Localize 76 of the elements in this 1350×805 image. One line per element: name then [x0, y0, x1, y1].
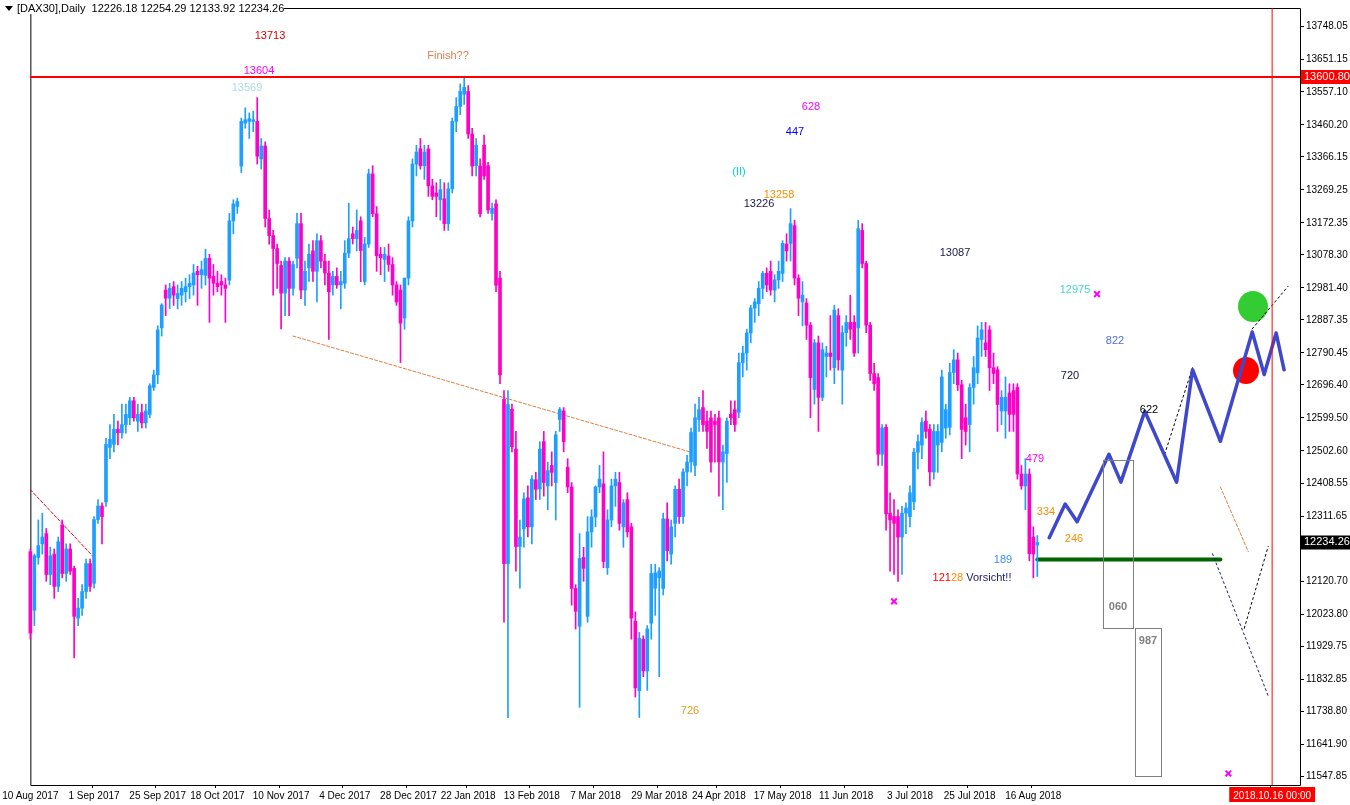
annotation: 447 — [785, 125, 805, 138]
x-tick-label: 28 Dec 2017 — [380, 789, 438, 801]
y-tick-label: 12408.55 — [1306, 476, 1349, 488]
x-tick-label: 25 Jul 2018 — [943, 789, 996, 801]
x-tick-label: 16 Aug 2018 — [1005, 789, 1062, 801]
x-tick-label: 17 May 2018 — [753, 789, 812, 801]
y-tick-label: 11929.75 — [1306, 639, 1348, 651]
candlestick — [251, 110, 256, 132]
x-tick-label: 10 Aug 2017 — [2, 789, 59, 801]
y-tick-label: 13078.30 — [1306, 248, 1349, 260]
y-tick-label: 13557.10 — [1306, 85, 1349, 97]
annotation: 334 — [1036, 505, 1056, 518]
annotation: 628 — [801, 100, 821, 113]
y-tick-label: 13651.15 — [1306, 53, 1349, 65]
annotation: 13569 — [231, 81, 263, 94]
x-tick-label: 2018.10.16 00:00 — [1233, 789, 1312, 801]
candlestick — [116, 420, 120, 446]
annotation: 060 — [1108, 600, 1128, 613]
annotation: 622 — [1139, 403, 1159, 416]
y-tick-label: 13748.05 — [1306, 20, 1349, 32]
y-tick-label: 13172.35 — [1306, 216, 1349, 228]
annotation: 12128 Vorsicht!! — [932, 571, 1012, 584]
annotation: 13713 — [254, 29, 286, 42]
point — [1224, 769, 1233, 778]
y-tick-label: 12502.60 — [1306, 444, 1349, 456]
x-tick-label: 29 Mar 2018 — [631, 789, 688, 801]
x-tick-label: 18 Oct 2017 — [190, 789, 246, 801]
x-tick-label: 25 Sep 2017 — [129, 789, 187, 801]
candlestick — [438, 179, 443, 221]
y-tick-label: 13460.20 — [1306, 118, 1349, 130]
y-tick-label: 13366.15 — [1306, 150, 1349, 162]
x-tick-label: 22 Jan 2018 — [440, 789, 497, 801]
annotation: 246 — [1064, 532, 1084, 545]
x-tick-label: 11 Jun 2018 — [819, 789, 874, 801]
y-tick-label: 11641.90 — [1306, 737, 1348, 749]
text: 12234.26 — [1304, 535, 1350, 548]
ref-line-label: 13600.80 — [1304, 69, 1350, 82]
candlestick — [354, 209, 359, 252]
annotation: 13087 — [939, 246, 971, 259]
x-tick-label: 7 Mar 2018 — [570, 789, 622, 801]
candlestick — [120, 403, 124, 439]
annotation: 13604 — [243, 64, 275, 77]
chart-subtitle: 12226.18 12254.29 12133.92 12234.26 — [90, 2, 285, 14]
y-tick-label: 11547.85 — [1306, 769, 1348, 781]
candlestick — [729, 400, 733, 425]
x-tick-label: 1 Sep 2017 — [68, 789, 121, 801]
y-tick-label: 12696.40 — [1306, 378, 1349, 390]
x-tick-label: 3 Jul 2018 — [886, 789, 934, 801]
x-tick-label: 24 Apr 2018 — [691, 789, 747, 801]
y-tick-label: 13269.25 — [1306, 183, 1349, 195]
annotation: (II) — [732, 165, 746, 178]
y-tick-label: 12311.65 — [1306, 509, 1348, 521]
annotation: 822 — [1105, 334, 1125, 347]
annotation: 726 — [680, 704, 700, 717]
y-tick-label: 12599.50 — [1306, 411, 1349, 423]
annotation: 189 — [993, 553, 1013, 566]
chart-title: [DAX30],Daily — [17, 2, 86, 14]
y-tick-label: 12887.35 — [1306, 313, 1349, 325]
candlestick — [713, 414, 717, 463]
annotation: 987 — [1138, 634, 1158, 647]
x-tick-label: 13 Feb 2018 — [503, 789, 561, 801]
x-tick-label: 4 Dec 2017 — [319, 789, 371, 801]
y-tick-label: 12023.80 — [1306, 607, 1349, 619]
candlestick — [434, 182, 439, 218]
annotation: Finish?? — [427, 49, 469, 62]
annotation: 12975 — [1059, 283, 1091, 296]
candlestick — [549, 451, 554, 487]
annotation: 720 — [1060, 369, 1080, 382]
annotation: 479 — [1025, 452, 1045, 465]
y-tick-label: 11832.85 — [1306, 672, 1348, 684]
y-tick-label: 11738.80 — [1306, 704, 1348, 716]
y-tick-label: 12790.45 — [1306, 346, 1349, 358]
x-tick-label: 10 Nov 2017 — [252, 789, 310, 801]
candlestick — [1035, 535, 1040, 577]
y-tick-label: 12981.40 — [1306, 281, 1349, 293]
y-tick-label: 12120.70 — [1306, 574, 1349, 586]
